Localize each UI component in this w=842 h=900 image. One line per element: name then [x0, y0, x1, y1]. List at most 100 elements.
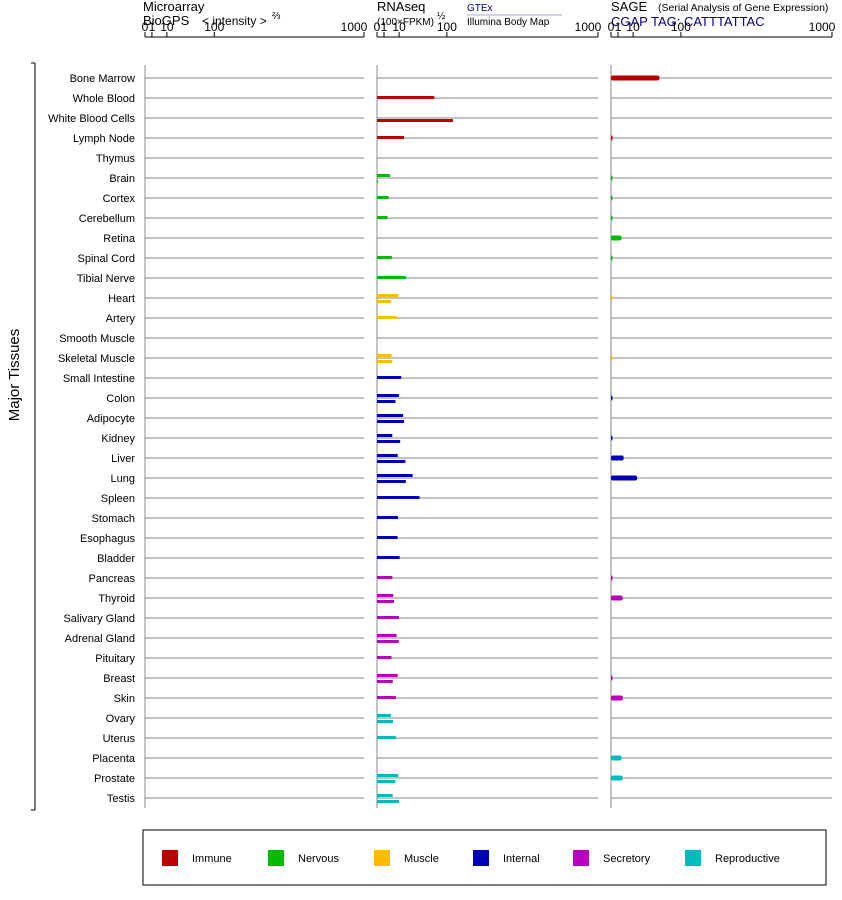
sage-bar [611, 675, 613, 681]
bodymap-bar [377, 600, 394, 603]
sage-bar [611, 355, 613, 361]
legend-swatch-internal [473, 850, 489, 866]
sage-header: SAGE (Serial Analysis of Gene Expression… [611, 0, 828, 29]
sage-bar [611, 435, 613, 441]
gtex-bar [377, 556, 400, 559]
rnaseq-tick-label: 0 [374, 20, 381, 34]
gtex-bar [377, 316, 397, 319]
legend-label-muscle: Muscle [404, 853, 439, 865]
tissue-label: Colon [106, 393, 135, 405]
legend: Immune Nervous Muscle Internal Secretory Repr… [162, 850, 780, 866]
sage-tick-label: 10 [626, 20, 640, 34]
tissue-label: Kidney [101, 433, 135, 445]
tissue-label: Esophagus [80, 533, 136, 545]
microarray-title: Microarray [143, 0, 205, 14]
tissue-label: Placenta [92, 753, 136, 765]
sage-bar [611, 135, 613, 141]
tissue-label: Adrenal Gland [65, 633, 135, 645]
tissue-label: Artery [106, 313, 136, 325]
gtex-bar [377, 196, 389, 199]
tissue-label: Skeletal Muscle [58, 353, 135, 365]
legend-swatch-immune [162, 850, 178, 866]
tissue-label: Small Intestine [63, 373, 135, 385]
rnaseq-unit: (100×FPKM) [377, 17, 434, 28]
microarray-tick-label: 0 [142, 20, 149, 34]
sage-bar [611, 755, 622, 761]
sage-tick-label: 100 [671, 20, 691, 34]
rnaseq-tick-label: 100 [437, 20, 457, 34]
bodymap-source-label: Illumina Body Map [467, 17, 550, 28]
tissue-label: Bone Marrow [70, 73, 135, 85]
tissue-label: Brain [109, 173, 135, 185]
tissue-label: Thyroid [98, 593, 135, 605]
tissue-label: Uterus [103, 733, 136, 745]
tissue-label: Stomach [92, 513, 135, 525]
tissue-label: Spinal Cord [78, 253, 135, 265]
rnaseq-tick-label: 1000 [575, 20, 602, 34]
tissue-label: Heart [108, 293, 135, 305]
gtex-bar [377, 674, 398, 677]
bodymap-bar [377, 640, 399, 643]
bodymap-bar [377, 800, 400, 803]
legend-swatch-nervous [268, 850, 284, 866]
tissue-label: Tibial Nerve [77, 273, 135, 285]
rnaseq-title: RNAseq [377, 0, 425, 14]
gtex-bar [377, 434, 393, 437]
gtex-bar [377, 394, 399, 397]
tissue-label: Cerebellum [79, 213, 135, 225]
bodymap-bar [377, 300, 391, 303]
bodymap-bar [377, 180, 378, 183]
tissue-label: Thymus [96, 153, 136, 165]
tissue-label: Cortex [103, 193, 136, 205]
sage-tick-label: 1 [615, 20, 622, 34]
gtex-bar [377, 136, 405, 139]
tissue-label: Pancreas [89, 573, 136, 585]
microarray-tick-label: 10 [160, 20, 174, 34]
tissue-label: Retina [103, 233, 136, 245]
microarray-tick-label: 1 [149, 20, 156, 34]
microarray-scale-label: < intensity > [202, 14, 267, 28]
rnaseq-tick-label: 10 [392, 20, 406, 34]
bodymap-bar [377, 440, 401, 443]
tissue-label: Breast [103, 673, 135, 685]
bodymap-bar [377, 420, 405, 423]
sage-bar [611, 775, 623, 781]
tissue-label: Skin [114, 693, 135, 705]
gtex-source-label: GTEx [467, 3, 493, 14]
gtex-bar [377, 256, 392, 259]
gtex-bar [377, 774, 399, 777]
bodymap-bar [377, 720, 393, 723]
rnaseq-exponent: ½ [437, 11, 446, 22]
rnaseq-header: RNAseq (100×FPKM) ½ GTEx Illumina Body M… [377, 0, 562, 28]
tissue-label: Spleen [101, 493, 135, 505]
legend-label-internal: Internal [503, 853, 540, 865]
bodymap-bar [377, 360, 393, 363]
y-axis-label: Major Tissues [6, 329, 23, 422]
gtex-bar [377, 794, 393, 797]
sage-tick-label: 1000 [809, 20, 836, 34]
legend-swatch-reproductive [685, 850, 701, 866]
gtex-bar [377, 454, 398, 457]
gtex-bar [377, 634, 397, 637]
sage-bar [611, 175, 613, 181]
tissue-label: Prostate [94, 773, 135, 785]
legend-label-nervous: Nervous [298, 853, 339, 865]
sage-bar [611, 595, 623, 601]
sage-tick-label: 0 [608, 20, 615, 34]
axes-layer: 0 1 10 100 1000 0 1 10 100 1000 0 1 10 100 1000 [142, 20, 836, 808]
sage-bar [611, 235, 622, 241]
bodymap-bar [377, 460, 406, 463]
gtex-bar [377, 216, 388, 219]
gtex-bar [377, 414, 404, 417]
y-axis-bracket [31, 62, 36, 811]
gtex-bar [377, 714, 391, 717]
gtex-bar [377, 496, 420, 499]
gtex-bar [377, 594, 394, 597]
microarray-exponent: ⅔ [272, 11, 281, 22]
gtex-bar [377, 354, 392, 357]
bodymap-bar [377, 400, 396, 403]
sage-bar [611, 455, 624, 461]
sage-subtitle: (Serial Analysis of Gene Expression) [658, 2, 828, 14]
sage-bar [611, 295, 613, 301]
